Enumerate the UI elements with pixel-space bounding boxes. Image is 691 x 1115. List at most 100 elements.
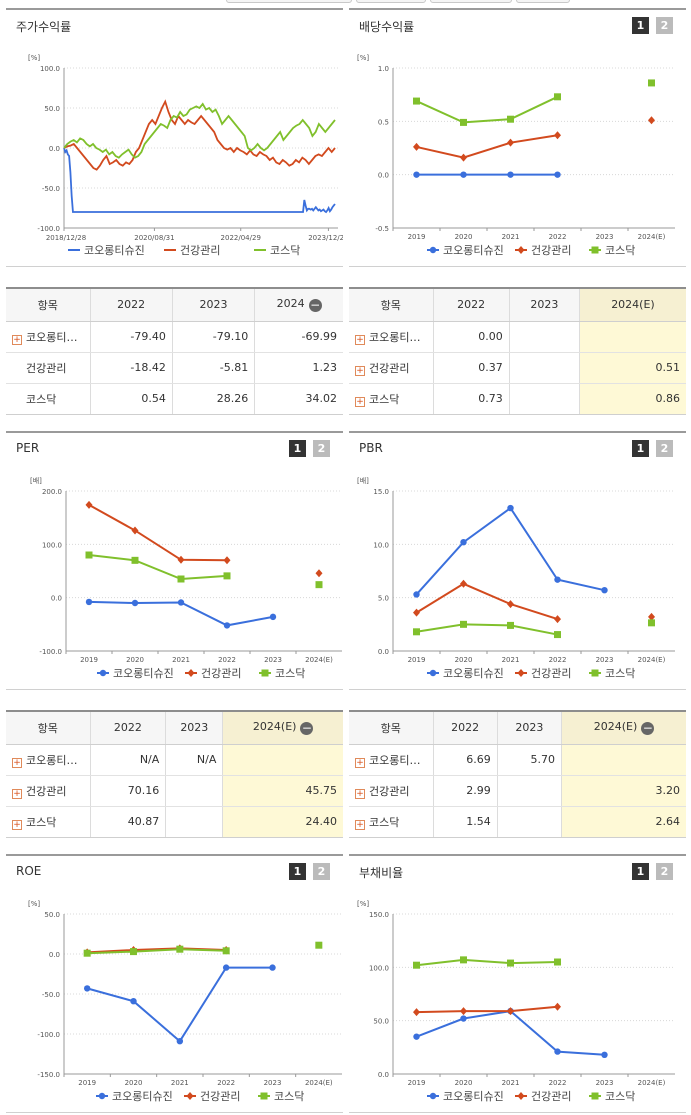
x-tick-label: 2021: [171, 1079, 189, 1087]
legend-label: 건강관리: [201, 667, 241, 680]
column-header-label: 2023: [180, 721, 209, 735]
series-line: [416, 1005, 558, 1014]
expand-icon[interactable]: +: [355, 365, 365, 376]
y-tick-label: 0.0: [378, 1071, 389, 1079]
data-point: [648, 612, 655, 621]
stock-return-table: 항목 2022 2023 2024− + 코오롱티… -79.40 -79.10 -69.99 건…: [6, 287, 343, 415]
y-tick-label: -50.0: [42, 991, 60, 999]
x-tick-label: 2024(E): [638, 1079, 666, 1087]
row-label-cell[interactable]: + 코오롱티…: [6, 744, 90, 776]
data-point: [223, 622, 231, 629]
expand-icon[interactable]: +: [355, 819, 365, 830]
row-label-cell[interactable]: + 건강관리: [6, 775, 90, 807]
chart-button-2[interactable]: 2: [656, 863, 673, 880]
value-cell: [508, 352, 580, 384]
per-panel: PER 1 2 [배] 200.0 100.0 0.0 -100.0 2019 2020 20…: [6, 431, 343, 689]
chart-button-1[interactable]: 1: [632, 440, 649, 457]
legend-label: 건강관리: [180, 244, 220, 257]
expand-icon[interactable]: +: [12, 757, 22, 768]
collapse-icon[interactable]: −: [300, 721, 314, 736]
legend-label: 코오롱티슈진: [443, 244, 504, 257]
value-cell: 6.69: [432, 744, 498, 776]
row-label-cell[interactable]: + 코오롱티…: [349, 744, 433, 776]
chart-button-1[interactable]: 1: [289, 440, 306, 457]
data-point: [591, 1092, 599, 1100]
table-row: + 건강관리 0.37 0.51: [349, 352, 686, 384]
expand-icon[interactable]: +: [12, 334, 22, 345]
toolbar-tab[interactable]: [516, 0, 570, 3]
column-header: 2023: [508, 288, 580, 322]
table-row: + 코스닥 0.73 0.86: [349, 383, 686, 415]
expand-icon[interactable]: +: [12, 819, 22, 830]
value-cell: [222, 744, 343, 776]
data-point: [507, 171, 514, 178]
chart-button-2[interactable]: 2: [656, 440, 673, 457]
roe-panel: ROE 1 2 [%] 50.0 0.0 -50.0 -100.0 -150.0 2019 2…: [6, 854, 343, 1112]
y-tick-label: 50.0: [44, 105, 60, 113]
expand-icon[interactable]: +: [355, 334, 365, 345]
data-point: [413, 608, 420, 617]
column-header: 2022: [432, 288, 510, 322]
collapse-icon[interactable]: −: [641, 721, 655, 736]
expand-icon[interactable]: +: [12, 788, 22, 799]
x-tick-label: 2024(E): [638, 233, 666, 241]
row-label-cell[interactable]: + 건강관리: [349, 352, 433, 384]
value-cell: 40.87: [89, 806, 166, 838]
data-point: [460, 171, 467, 178]
expand-icon[interactable]: +: [355, 788, 365, 799]
chart-button-1[interactable]: 1: [632, 863, 649, 880]
row-label: 코오롱티…: [26, 753, 78, 767]
legend-label: 코스닥: [274, 1090, 304, 1103]
y-tick-label: 0.0: [49, 145, 60, 153]
toolbar-tab[interactable]: [226, 0, 352, 3]
row-label-cell[interactable]: + 코스닥: [349, 383, 433, 415]
data-point: [554, 1048, 561, 1055]
row-label-cell[interactable]: + 코스닥: [6, 806, 90, 838]
toolbar-tab[interactable]: [356, 0, 426, 3]
value-cell: -18.42: [89, 352, 173, 384]
data-point: [223, 572, 231, 580]
x-tick-label: 2021: [172, 656, 190, 664]
x-tick-label: 2020/08/31: [134, 234, 174, 242]
column-header-label: 항목: [37, 721, 58, 735]
pbr-table: 항목 2022 2023 2024(E) − + 코오롱티… 6.69 5.70 + 건강관리 2.9…: [349, 710, 686, 838]
series-line: [416, 134, 558, 159]
row-label-cell[interactable]: + 코오롱티…: [6, 321, 90, 353]
x-tick-label: 2022/04/29: [221, 234, 261, 242]
column-header-label: 2023: [199, 298, 228, 312]
series-line: [87, 948, 227, 955]
collapse-icon[interactable]: −: [308, 298, 322, 313]
row-label-cell[interactable]: + 코스닥: [349, 806, 433, 838]
expand-icon[interactable]: +: [355, 396, 365, 407]
pbr-chart: [배] 15.0 10.0 5.0 0.0 2019 2020 2021 2022 2023 202…: [357, 476, 675, 680]
data-point: [554, 93, 561, 101]
data-point: [507, 504, 514, 512]
chart-button-1[interactable]: 1: [632, 17, 649, 34]
data-point: [413, 97, 420, 105]
y-tick-label: 1.0: [378, 65, 389, 73]
chart-button-2[interactable]: 2: [656, 17, 673, 34]
data-point: [601, 1051, 608, 1058]
chart-button-1[interactable]: 1: [289, 863, 306, 880]
x-tick-label: 2024(E): [638, 656, 666, 664]
value-cell: 28.26: [171, 383, 255, 415]
series-line: [416, 623, 558, 636]
row-label-cell[interactable]: + 건강관리: [349, 775, 433, 807]
value-cell: 45.75: [222, 775, 343, 807]
chart-button-2[interactable]: 2: [313, 863, 330, 880]
row-label-cell[interactable]: + 코오롱티…: [349, 321, 433, 353]
chart-button-2[interactable]: 2: [313, 440, 330, 457]
column-header: 2022: [432, 711, 498, 745]
value-cell: -5.81: [171, 352, 255, 384]
y-tick-label: 100.0: [369, 964, 389, 972]
column-header-label: 2024: [276, 297, 305, 311]
column-header-label: 항목: [380, 721, 401, 735]
data-point: [507, 1007, 514, 1016]
data-point: [429, 1092, 437, 1100]
expand-icon[interactable]: +: [355, 757, 365, 768]
divider: [6, 266, 343, 267]
divider: [349, 689, 686, 690]
data-point: [83, 985, 91, 992]
data-point: [131, 599, 139, 607]
toolbar-tab[interactable]: [430, 0, 512, 3]
